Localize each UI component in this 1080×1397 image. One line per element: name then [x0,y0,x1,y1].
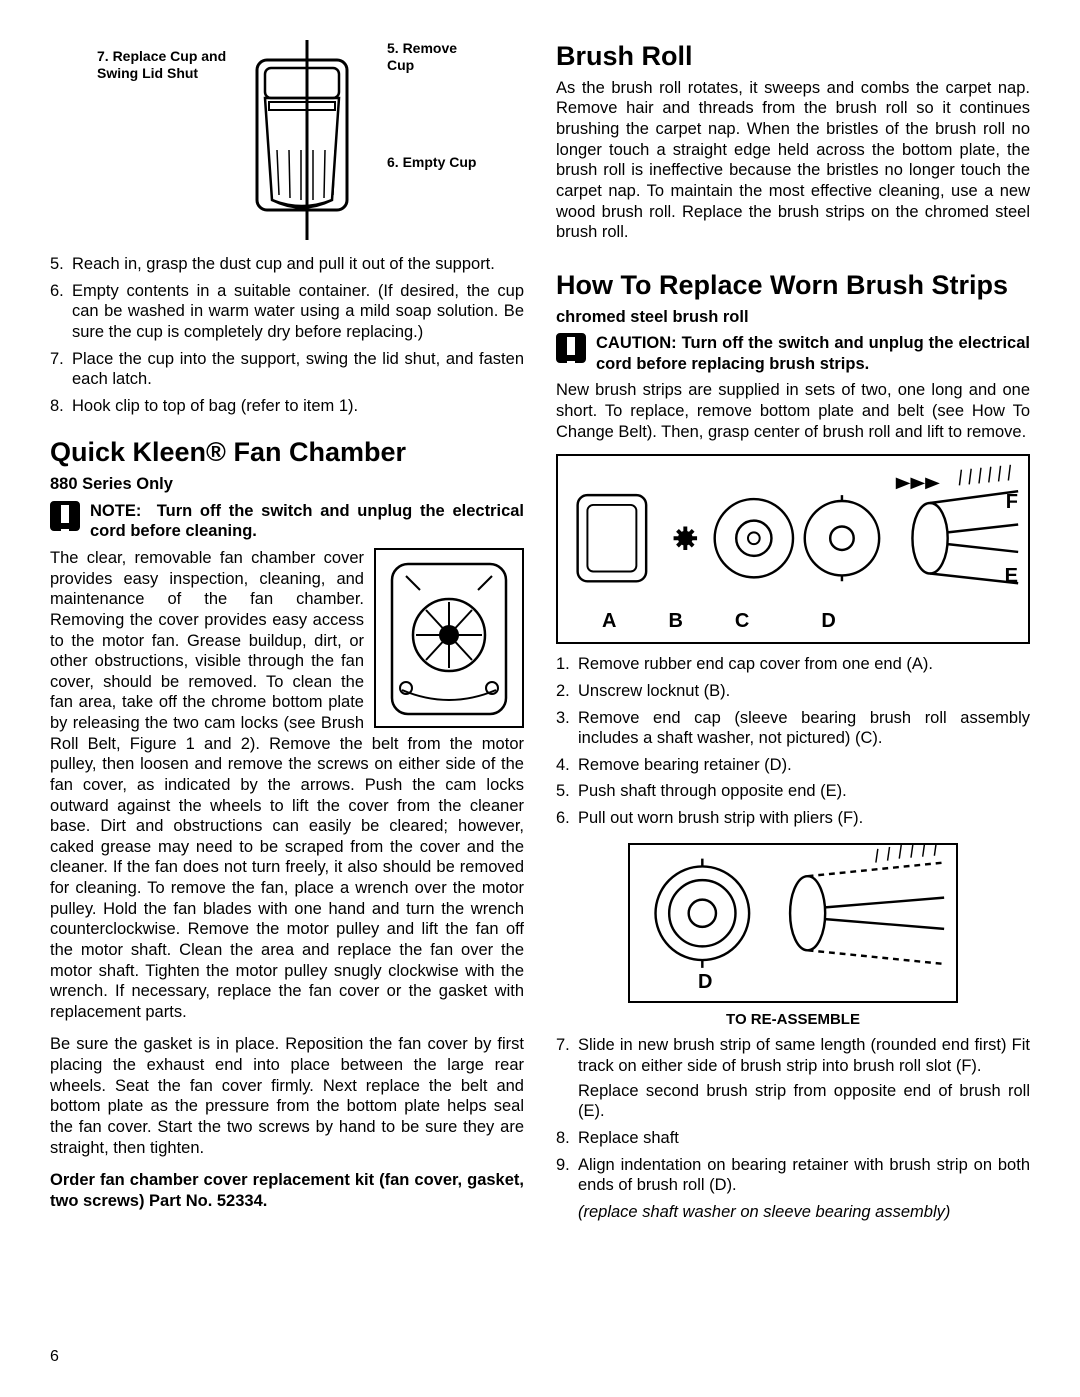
fig-label-5: 5. Remove Cup [387,40,477,74]
heading-replace: How To Replace Worn Brush Strips [556,269,1030,303]
letter-d2: D [698,970,712,995]
caution-icon [556,333,586,363]
order-note: Order fan chamber cover replacement kit … [50,1170,524,1211]
sub-880: 880 Series Only [50,474,524,495]
letter-a: A [602,609,616,634]
note-quick-kleen: NOTE: Turn off the switch and unplug the… [50,501,524,542]
sub-chromed: chromed steel brush roll [556,307,1030,328]
brush-para: As the brush roll rotates, it sweeps and… [556,78,1030,243]
reassemble-steps: 7. Slide in new brush strip of same leng… [556,1035,1030,1201]
italic-note: (replace shaft washer on sleeve bearing … [578,1202,1030,1223]
heading-quick-kleen: Quick Kleen® Fan Chamber [50,436,524,470]
letter-b: B [668,609,682,634]
reassemble-heading: TO RE-ASSEMBLE [556,1011,1030,1030]
bearing-figure: D [628,843,958,1003]
letter-c: C [735,609,749,634]
letter-f: F [1006,490,1018,515]
page-number: 6 [50,1347,524,1367]
new-strips-para: New brush strips are supplied in sets of… [556,380,1030,442]
brush-roll-figure: A B C D F E [556,454,1030,644]
fig-label-7: 7. Replace Cup and Swing Lid Shut [97,40,227,240]
letter-d: D [821,609,835,634]
fan-chamber-figure [374,548,524,728]
caution-icon [50,501,80,531]
fig-label-6: 6. Empty Cup [387,154,477,171]
dust-cup-figure: 7. Replace Cup and Swing Lid Shut 5. Rem… [50,40,524,240]
disassemble-steps: 1.Remove rubber end cap cover from one e… [556,654,1030,834]
dust-cup-illustration [237,40,377,240]
quick-para2: Be sure the gasket is in place. Repositi… [50,1034,524,1158]
letter-e: E [1005,564,1018,589]
heading-brush-roll: Brush Roll [556,40,1030,74]
caution-replace: CAUTION: Turn off the switch and unplug … [556,333,1030,374]
dust-cup-steps: 5.Reach in, grasp the dust cup and pull … [50,254,524,422]
quick-para1: The clear, removable fan chamber cover p… [50,548,524,1022]
